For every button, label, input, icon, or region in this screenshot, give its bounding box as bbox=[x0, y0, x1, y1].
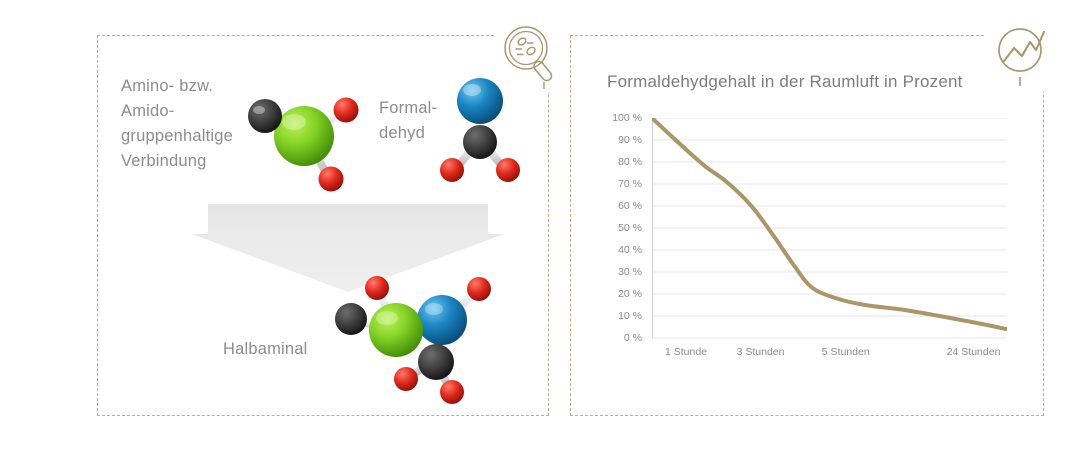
reactant-label: Amino- bzw. Amido- gruppenhaltige Verbin… bbox=[121, 77, 233, 170]
product-label: Halbaminal bbox=[223, 340, 308, 358]
x-tick-label: 1 Stunde bbox=[664, 346, 708, 358]
down-arrow-icon bbox=[192, 204, 504, 300]
formaldehyde-molecule bbox=[434, 68, 526, 186]
chart-svg bbox=[650, 116, 1009, 339]
trend-line-circle-icon bbox=[986, 20, 1058, 92]
y-tick-label: 0 % bbox=[623, 332, 642, 344]
reaction-panel bbox=[97, 35, 549, 416]
y-tick-label: 30 % bbox=[618, 266, 642, 278]
x-tick-label: 24 Stunden bbox=[946, 346, 1001, 358]
x-tick-label: 3 Stunden bbox=[736, 346, 785, 358]
y-tick-label: 60 % bbox=[618, 200, 642, 212]
formaldehyde-label: Formal- dehyd bbox=[379, 99, 438, 142]
y-tick-label: 20 % bbox=[618, 288, 642, 300]
hemiaminal-molecule bbox=[324, 272, 504, 406]
magnifier-molecules-icon bbox=[496, 20, 568, 92]
y-tick-label: 70 % bbox=[618, 178, 642, 190]
chart-title: Formaldehydgehalt in der Raumluft in Pro… bbox=[607, 72, 963, 91]
line-chart: 100 % 90 % 80 % 70 % 60 % 50 % 40 % 30 % 20 % 10 … bbox=[600, 112, 1020, 383]
y-tick-label: 10 % bbox=[618, 310, 642, 322]
y-tick-label: 40 % bbox=[618, 244, 642, 256]
y-axis-ticks: 100 % 90 % 80 % 70 % 60 % 50 % 40 % 30 % 20 % 10 … bbox=[600, 112, 642, 344]
y-tick-label: 90 % bbox=[618, 134, 642, 146]
chart-panel bbox=[570, 35, 1044, 416]
chart-series-line bbox=[650, 116, 1009, 332]
x-tick-label: 5 Stunden bbox=[821, 346, 870, 358]
chart-plot-area bbox=[650, 116, 1009, 339]
y-tick-label: 80 % bbox=[618, 156, 642, 168]
amino-compound-molecule bbox=[238, 84, 372, 196]
y-tick-label: 100 % bbox=[612, 112, 642, 124]
y-tick-label: 50 % bbox=[618, 222, 642, 234]
